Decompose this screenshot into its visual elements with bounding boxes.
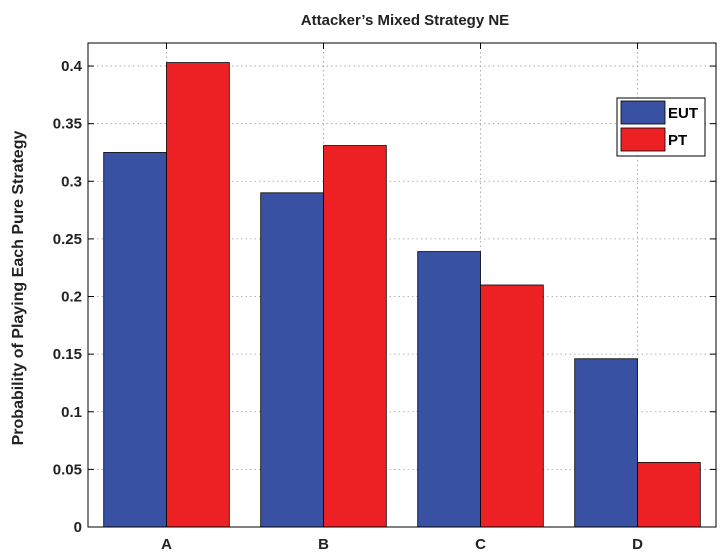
bar-eut-c — [417, 251, 481, 528]
x-tick-label: C — [475, 536, 486, 552]
plot-area-frame — [87, 42, 717, 528]
y-tick-label: 0 — [74, 519, 82, 536]
legend-swatch-pt — [620, 127, 666, 152]
bar-pt-b — [323, 145, 387, 528]
legend-swatch-eut — [620, 100, 666, 125]
legend: EUT PT — [616, 97, 706, 157]
x-tick-label: A — [161, 536, 172, 552]
x-tick-label: D — [632, 536, 643, 552]
y-tick-label: 0.2 — [61, 289, 82, 306]
y-tick-label: 0.3 — [61, 173, 82, 190]
y-tick-label: 0.15 — [53, 346, 82, 363]
y-axis-label: Probability of Playing Each Pure Strateg… — [10, 131, 27, 446]
y-tick-label: 0.4 — [61, 58, 83, 75]
bars — [103, 62, 701, 528]
y-tick-label: 0.05 — [53, 461, 82, 478]
bar-pt-a — [166, 62, 230, 528]
y-tick-label: 0.25 — [53, 231, 82, 248]
chart-title: Attacker’s Mixed Strategy NE — [301, 12, 509, 29]
legend-label-eut: EUT — [668, 105, 698, 122]
y-axis-ticks: 0 0.05 0.1 0.15 0.2 0.25 0.3 0.35 0.4 — [53, 58, 716, 536]
x-tick-label: B — [318, 536, 329, 552]
bar-eut-d — [574, 358, 638, 528]
legend-label-pt: PT — [668, 132, 687, 149]
x-axis-ticks: A B C D — [161, 43, 643, 552]
bar-pt-c — [480, 284, 544, 528]
y-tick-label: 0.1 — [61, 404, 82, 421]
y-tick-label: 0.35 — [53, 116, 82, 133]
bar-pt-d — [637, 462, 701, 528]
bar-eut-b — [260, 192, 324, 528]
bar-eut-a — [103, 152, 167, 528]
